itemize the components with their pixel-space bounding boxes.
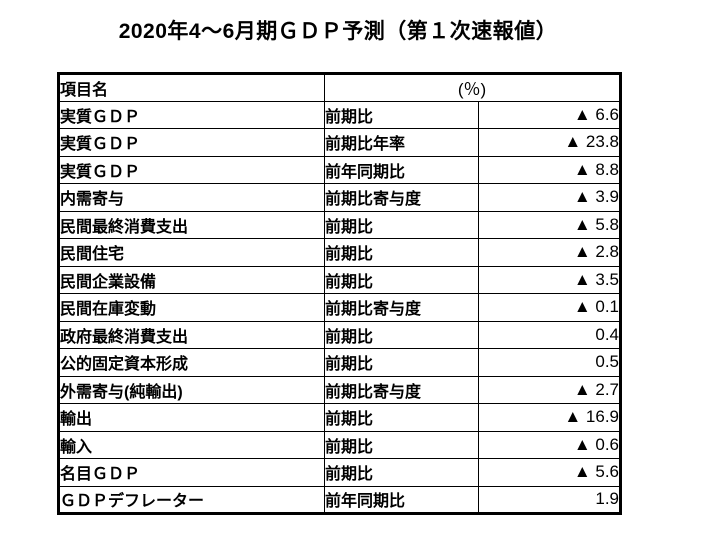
item-name-cell: 民間在庫変動 xyxy=(58,293,325,322)
value-cell: 0.4 xyxy=(477,320,622,349)
value-cell: 1.9 xyxy=(477,485,622,514)
table-row: 名目ＧＤＰ 前期比 ▲ 5.6 xyxy=(58,458,622,487)
basis-cell: 前期比寄与度 xyxy=(324,293,479,322)
table-row: 実質ＧＤＰ 前年同期比 ▲ 8.8 xyxy=(58,155,622,184)
item-name-cell: 民間最終消費支出 xyxy=(58,210,325,239)
table-row: 民間住宅 前期比 ▲ 2.8 xyxy=(58,238,622,267)
item-name-cell: 政府最終消費支出 xyxy=(58,320,325,349)
value-cell: ▲ 6.6 xyxy=(477,100,622,129)
item-name-cell: 実質ＧＤＰ xyxy=(58,128,325,157)
item-name-cell: 実質ＧＤＰ xyxy=(58,155,325,184)
basis-cell: 前期比 xyxy=(324,100,479,129)
item-name-cell: 輸出 xyxy=(58,403,325,432)
item-name-cell: 外需寄与(純輸出) xyxy=(58,375,325,404)
item-name-cell: ＧＤＰデフレーター xyxy=(58,485,325,514)
value-cell: ▲ 0.6 xyxy=(477,430,622,459)
basis-cell: 前期比 xyxy=(324,430,479,459)
item-name-cell: 実質ＧＤＰ xyxy=(58,100,325,129)
gdp-table: 項目名 (％) 実質ＧＤＰ 前期比 ▲ 6.6 実質ＧＤＰ 前期比年率 ▲ 23… xyxy=(57,72,623,515)
basis-cell: 前期比 xyxy=(324,238,479,267)
table-row: 輸出 前期比 ▲ 16.9 xyxy=(58,403,622,432)
basis-cell: 前期比 xyxy=(324,348,479,377)
table-row: 政府最終消費支出 前期比 0.4 xyxy=(58,320,622,349)
value-cell: ▲ 8.8 xyxy=(477,155,622,184)
basis-cell: 前期比 xyxy=(324,458,479,487)
table-row: 実質ＧＤＰ 前期比 ▲ 6.6 xyxy=(58,100,622,129)
table-row: 輸入 前期比 ▲ 0.6 xyxy=(58,430,622,459)
value-cell: ▲ 5.6 xyxy=(477,458,622,487)
value-cell: ▲ 2.7 xyxy=(477,375,622,404)
table-header-row: 項目名 (％) xyxy=(58,73,622,102)
basis-cell: 前期比寄与度 xyxy=(324,375,479,404)
value-cell: 0.5 xyxy=(477,348,622,377)
table-row: 民間企業設備 前期比 ▲ 3.5 xyxy=(58,265,622,294)
header-item-name: 項目名 xyxy=(58,73,325,102)
value-cell: ▲ 5.8 xyxy=(477,210,622,239)
basis-cell: 前年同期比 xyxy=(324,155,479,184)
basis-cell: 前期比 xyxy=(324,320,479,349)
value-cell: ▲ 23.8 xyxy=(477,128,622,157)
value-cell: ▲ 2.8 xyxy=(477,238,622,267)
value-cell: ▲ 16.9 xyxy=(477,403,622,432)
basis-cell: 前年同期比 xyxy=(324,485,479,514)
value-cell: ▲ 3.5 xyxy=(477,265,622,294)
basis-cell: 前期比年率 xyxy=(324,128,479,157)
page-title: 2020年4～6月期ＧＤＰ予測（第１次速報値） xyxy=(118,20,558,43)
value-cell: ▲ 0.1 xyxy=(477,293,622,322)
basis-cell: 前期比 xyxy=(324,265,479,294)
basis-cell: 前期比 xyxy=(324,210,479,239)
header-percent: (％) xyxy=(323,73,622,102)
table-row: 公的固定資本形成 前期比 0.5 xyxy=(58,348,622,377)
item-name-cell: 内需寄与 xyxy=(58,183,325,212)
table-row: 内需寄与 前期比寄与度 ▲ 3.9 xyxy=(58,183,622,212)
item-name-cell: 民間住宅 xyxy=(58,238,325,267)
item-name-cell: 輸入 xyxy=(58,430,325,459)
item-name-cell: 民間企業設備 xyxy=(58,265,325,294)
table-row: 民間最終消費支出 前期比 ▲ 5.8 xyxy=(58,210,622,239)
value-cell: ▲ 3.9 xyxy=(477,183,622,212)
table-row: ＧＤＰデフレーター 前年同期比 1.9 xyxy=(58,485,622,514)
item-name-cell: 公的固定資本形成 xyxy=(58,348,325,377)
basis-cell: 前期比 xyxy=(324,403,479,432)
item-name-cell: 名目ＧＤＰ xyxy=(58,458,325,487)
table-row: 民間在庫変動 前期比寄与度 ▲ 0.1 xyxy=(58,293,622,322)
table-row: 外需寄与(純輸出) 前期比寄与度 ▲ 2.7 xyxy=(58,375,622,404)
basis-cell: 前期比寄与度 xyxy=(324,183,479,212)
table-row: 実質ＧＤＰ 前期比年率 ▲ 23.8 xyxy=(58,128,622,157)
